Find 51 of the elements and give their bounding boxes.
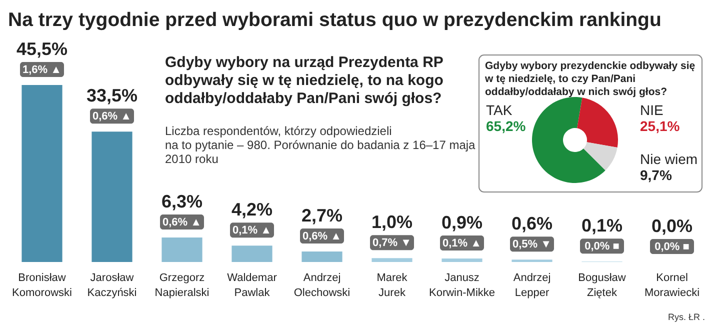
data-label: 2,7%: [301, 205, 343, 226]
bar: [162, 237, 202, 262]
data-label: 1,0%: [371, 212, 413, 232]
annotation: 0,1% ▲: [232, 224, 272, 237]
bar: [372, 258, 412, 262]
bar: [232, 246, 272, 262]
data-label: 4,2%: [231, 200, 273, 220]
x-tick-label: Grzegorz Napieralski: [154, 272, 210, 299]
x-tick-label: Jarosław Kaczyński: [87, 272, 137, 299]
data-label: 45,5%: [16, 39, 68, 59]
data-label: 6,3%: [161, 191, 203, 212]
annotation: 0,6% ▲: [92, 110, 132, 123]
data-label: 0,9%: [441, 212, 483, 232]
x-tick-label: Bronisław Komorowski: [12, 272, 72, 299]
annotation: Liczba respondentów, którzy odpowiedzieli na to pytanie – 980. Porównanie do badania z 16–17 maja 2010 roku: [165, 124, 476, 166]
bar: [302, 251, 342, 262]
x-tick-label: Janusz Korwin-Mikke: [428, 272, 496, 299]
x-tick-label: Kornel Morawiecki: [644, 272, 700, 299]
annotation: 0,6% ▲: [162, 216, 202, 228]
donut-slice: [532, 97, 606, 183]
donut-slice: [577, 98, 618, 148]
data-label: 0,1%: [581, 216, 623, 236]
x-tick-label: Andrzej Lepper: [513, 272, 551, 299]
annotation: 0,0% ■: [654, 241, 690, 253]
annotation: 0,1% ▲: [442, 238, 482, 250]
data-label: 33,5%: [86, 86, 138, 106]
data-label: 65,2%: [486, 118, 526, 134]
x-tick-label: Bogusław Ziętek: [578, 272, 626, 299]
slice-label: NIE: [640, 102, 664, 118]
data-label: 25,1%: [640, 118, 680, 134]
donut-slice: [583, 142, 618, 170]
slice-label: TAK: [486, 102, 513, 118]
chart-title: Na trzy tygodnie przed wyborami status quo w prezydenckim rankingu: [8, 9, 662, 31]
data-label: 0,0%: [651, 216, 693, 236]
annotation: 0,5% ▼: [512, 238, 552, 251]
annotation: 0,6% ▲: [302, 230, 342, 242]
x-tick-label: Andrzej Olechowski: [294, 272, 350, 299]
annotation: 0,0% ■: [584, 240, 620, 253]
bar: [22, 85, 62, 262]
x-tick-label: Waldemar Pawlak: [227, 272, 278, 299]
annotation: 0,7% ▼: [372, 237, 412, 250]
data-label: 0,6%: [511, 214, 553, 234]
chart-subtitle: Gdyby wybory na urząd Prezydenta RP odbywały się w tę niedzielę, to na kogo oddałby/oddałaby Pan/Pani swój głos?: [165, 54, 444, 107]
annotation: 1,6% ▲: [22, 64, 62, 76]
bar: [92, 132, 132, 262]
bar: [442, 258, 482, 262]
x-tick-label: Marek Jurek: [376, 272, 408, 299]
data-label: 9,7%: [640, 167, 672, 183]
chart-title: Gdyby wybory prezydenckie odbywały się w tę niedzielę, to czy Pan/Pani oddałby/oddałaby w nich swój głos?: [484, 60, 696, 98]
slice-label: Nie wiem: [640, 151, 698, 167]
text: Rys. ŁR .: [668, 312, 705, 322]
